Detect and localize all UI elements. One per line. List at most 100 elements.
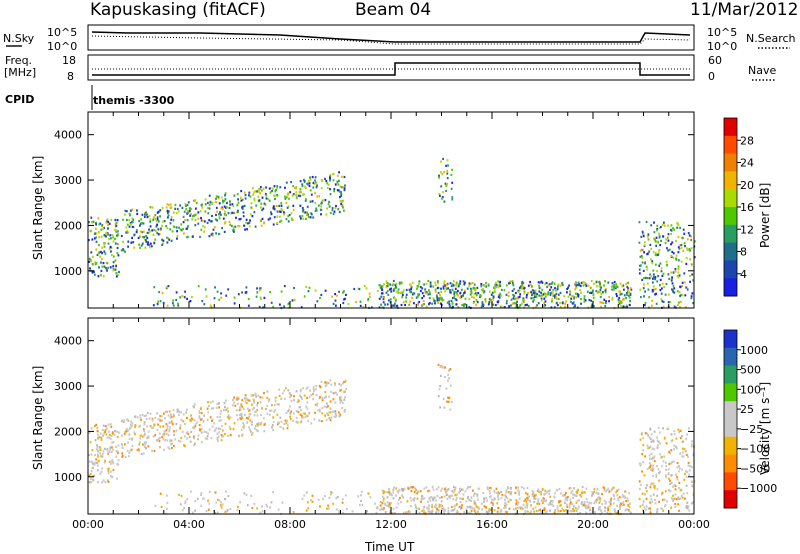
scatter-cell <box>312 181 315 184</box>
scatter-cell <box>232 228 235 231</box>
scatter-cell <box>161 238 163 241</box>
scatter-cell <box>446 177 449 180</box>
scatter-cell <box>171 442 174 445</box>
scatter-cell <box>390 494 393 497</box>
scatter-cell <box>215 406 218 409</box>
scatter-cell <box>666 236 669 239</box>
scatter-cell <box>501 494 504 497</box>
scatter-cell <box>508 305 510 308</box>
scatter-cell <box>204 203 207 206</box>
scatter-cell <box>241 207 244 210</box>
scatter-cell <box>551 298 553 301</box>
scatter-cell <box>409 486 412 489</box>
scatter-cell <box>343 187 346 190</box>
x-tick-label: 04:00 <box>173 518 205 531</box>
scatter-cell <box>297 194 300 197</box>
scatter-cell <box>489 492 491 495</box>
scatter-cell <box>598 496 600 499</box>
scatter-cell <box>344 494 347 497</box>
colorbar-swatch <box>724 472 737 491</box>
scatter-cell <box>549 292 552 295</box>
scatter-cell <box>245 218 248 221</box>
scatter-cell <box>217 195 220 198</box>
scatter-cell <box>248 415 250 418</box>
scatter-cell <box>237 397 240 400</box>
scatter-cell <box>340 399 343 402</box>
scatter-cell <box>438 299 441 302</box>
scatter-cell <box>242 211 245 214</box>
scatter-cell <box>564 501 566 504</box>
scatter-cell <box>146 231 149 234</box>
scatter-cell <box>585 504 587 507</box>
scatter-cell <box>577 281 580 284</box>
scatter-cell <box>253 191 256 194</box>
scatter-cell <box>303 394 306 397</box>
scatter-cell <box>272 207 275 210</box>
scatter-cell <box>673 448 675 451</box>
scatter-cell <box>486 499 489 502</box>
scatter-cell <box>398 489 401 492</box>
scatter-cell <box>159 436 161 439</box>
scatter-cell <box>440 489 442 492</box>
scatter-cell <box>467 486 469 489</box>
scatter-cell <box>104 459 106 462</box>
scatter-cell <box>149 424 152 428</box>
scatter-cell <box>98 266 100 269</box>
scatter-cell <box>226 509 229 512</box>
scatter-cell <box>101 246 104 249</box>
scatter-cell <box>644 276 647 279</box>
scatter-cell <box>161 243 164 246</box>
scatter-cell <box>239 406 241 409</box>
scatter-cell <box>334 183 337 186</box>
scatter-cell <box>445 287 448 291</box>
scatter-cell <box>664 293 667 296</box>
scatter-cell <box>472 494 475 497</box>
scatter-cell <box>237 506 239 509</box>
scatter-cell <box>420 498 423 501</box>
scatter-cell <box>616 489 619 492</box>
scatter-cell <box>306 414 309 418</box>
scatter-cell <box>524 498 527 501</box>
scatter-cell <box>124 430 127 433</box>
scatter-cell <box>671 250 674 254</box>
scatter-cell <box>518 305 521 309</box>
scatter-cell <box>452 296 454 300</box>
scatter-cell <box>643 251 645 254</box>
scatter-cell <box>267 198 269 201</box>
scatter-cell <box>247 222 249 225</box>
scatter-cell <box>481 508 483 511</box>
scatter-cell <box>221 503 224 506</box>
scatter-cell <box>585 497 588 501</box>
scatter-cell <box>333 190 335 193</box>
scatter-cell <box>109 423 112 426</box>
scatter-cell <box>289 415 291 418</box>
scatter-cell <box>620 292 623 295</box>
scatter-cell <box>535 296 538 299</box>
scatter-cell <box>508 280 511 283</box>
scatter-cell <box>332 302 335 305</box>
scatter-cell <box>127 419 130 422</box>
scatter-cell <box>481 301 484 304</box>
scatter-cell <box>161 206 164 210</box>
scatter-cell <box>405 296 408 299</box>
scatter-cell <box>608 505 611 508</box>
scatter-cell <box>290 399 293 402</box>
scatter-cell <box>611 298 614 301</box>
scatter-cell <box>653 231 656 234</box>
scatter-cell <box>515 499 518 502</box>
scatter-cell <box>643 277 645 280</box>
scatter-cell <box>142 428 145 431</box>
scatter-cell <box>453 507 456 510</box>
scatter-cell <box>171 422 174 426</box>
scatter-cell <box>238 434 240 437</box>
scatter-cell <box>447 396 449 399</box>
scatter-cell <box>197 211 200 214</box>
scatter-cell <box>504 505 506 508</box>
scatter-cell <box>139 246 141 249</box>
scatter-cell <box>91 221 93 224</box>
scatter-cell <box>604 506 606 509</box>
scatter-cell <box>416 296 419 299</box>
scatter-cell <box>115 275 118 278</box>
scatter-cell <box>134 415 137 418</box>
scatter-cell <box>537 509 540 512</box>
